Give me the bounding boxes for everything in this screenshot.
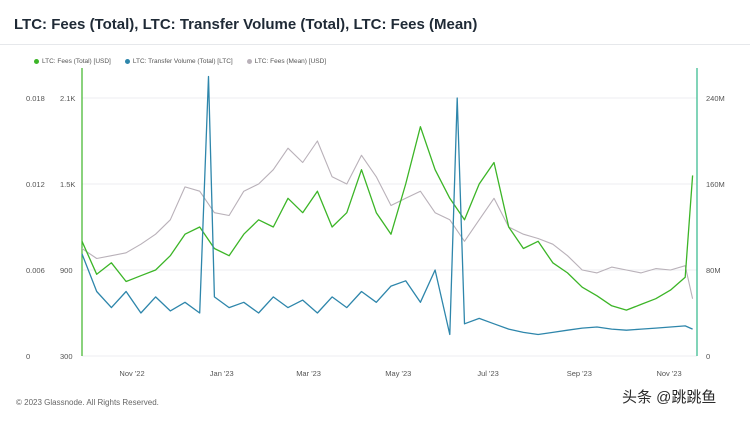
y-tick-label-fees-total: 1.5K (60, 180, 75, 189)
x-tick-label: May '23 (385, 369, 411, 378)
y-tick-label-fees-mean: 0.012 (26, 180, 45, 189)
y-tick-label-transfer-volume: 160M (706, 180, 725, 189)
series-line-transfer-volume (81, 75, 693, 336)
series-line-fees-total (81, 126, 694, 311)
x-tick-label: Mar '23 (296, 369, 321, 378)
title-divider (0, 44, 750, 45)
x-tick-label: Nov '23 (656, 369, 681, 378)
series-line-fees-mean (81, 140, 694, 299)
y-tick-label-fees-total: 900 (60, 266, 73, 275)
chart-legend: LTC: Fees (Total) [USD] LTC: Transfer Vo… (34, 58, 326, 65)
legend-dot-transfer-volume (124, 59, 130, 64)
y-tick-label-fees-mean: 0.018 (26, 94, 45, 103)
legend-item-transfer-volume[interactable]: LTC: Transfer Volume (Total) [LTC] (124, 58, 233, 65)
y-tick-label-transfer-volume: 80M (706, 266, 721, 275)
legend-label-transfer-volume: LTC: Transfer Volume (Total) [LTC] (132, 58, 233, 65)
y-tick-label-fees-mean: 0 (26, 352, 30, 361)
y-tick-label-transfer-volume: 240M (706, 94, 725, 103)
x-tick-label: Jul '23 (477, 369, 498, 378)
y-tick-label-transfer-volume: 0 (706, 352, 710, 361)
legend-label-fees-mean: LTC: Fees (Mean) [USD] (254, 58, 327, 65)
y-tick-label-fees-mean: 0.006 (26, 266, 45, 275)
y-tick-label-fees-total: 300 (60, 352, 73, 361)
y-tick-label-fees-total: 2.1K (60, 94, 75, 103)
chart-title: LTC: Fees (Total), LTC: Transfer Volume … (14, 16, 478, 33)
copyright-footer: © 2023 Glassnode. All Rights Reserved. (16, 398, 159, 407)
x-tick-label: Sep '23 (567, 369, 592, 378)
legend-dot-fees-total (34, 59, 39, 64)
legend-label-fees-total: LTC: Fees (Total) [USD] (42, 58, 111, 65)
legend-item-fees-total[interactable]: LTC: Fees (Total) [USD] (34, 58, 111, 65)
watermark: 头条 @跳跳鱼 (622, 389, 717, 406)
x-tick-label: Nov '22 (119, 369, 144, 378)
legend-dot-fees-mean (246, 59, 252, 64)
legend-item-fees-mean[interactable]: LTC: Fees (Mean) [USD] (246, 58, 327, 65)
x-tick-label: Jan '23 (210, 369, 234, 378)
